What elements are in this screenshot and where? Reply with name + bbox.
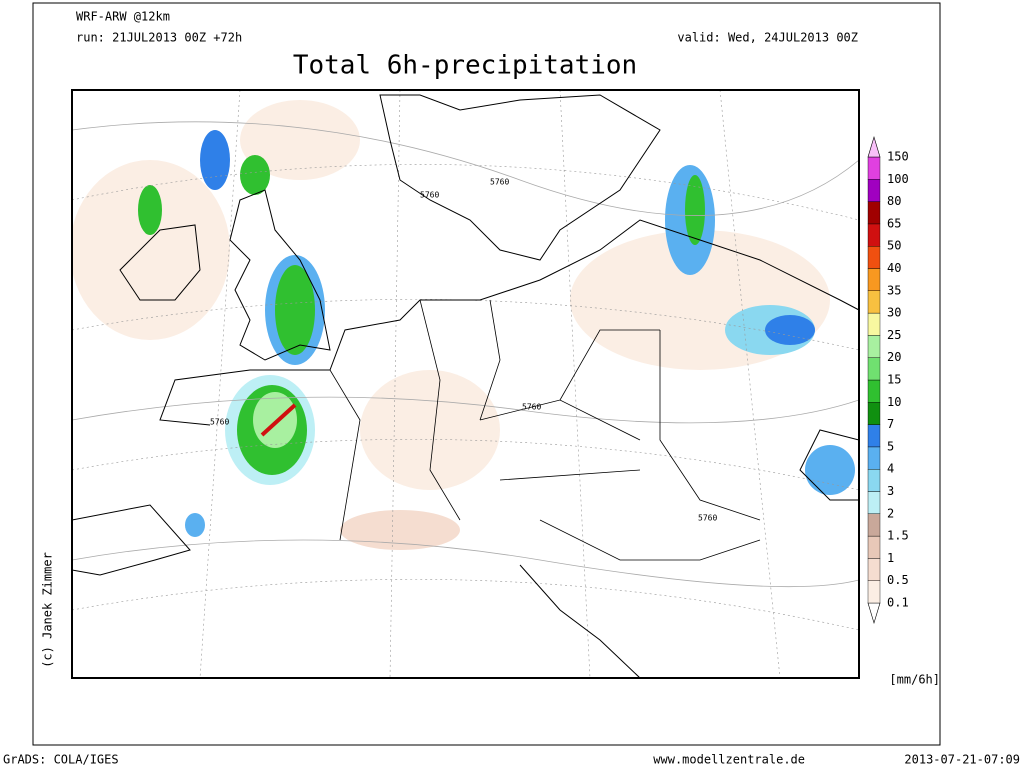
colorbar-cap: [867, 135, 881, 158]
contour-label: 5760: [420, 191, 439, 200]
colorbar-band: [867, 446, 881, 470]
colorbar-label: 20: [887, 350, 901, 364]
colorbar-label: 15: [887, 373, 901, 387]
map-title: Total 6h-precipitation: [293, 51, 637, 81]
colorbar-band: [867, 357, 881, 381]
colorbar-label: 100: [887, 172, 909, 186]
colorbar-band: [867, 379, 881, 403]
colorbar-label: 4: [887, 462, 894, 476]
colorbar-band: [867, 268, 881, 291]
colorbar-label: 50: [887, 239, 901, 253]
colorbar-label: 65: [887, 216, 901, 230]
colorbar: 0.1 0.5 1 1.5 2 3 4 5 7 10 15 20 25 30 35 40 50 65 80 100 15…: [867, 135, 909, 625]
colorbar-label: 150: [887, 150, 909, 164]
website: www.modellzentrale.de: [653, 753, 805, 767]
colorbar-band: [867, 424, 881, 448]
colorbar-label: 0.1: [887, 596, 909, 610]
colorbar-label: 3: [887, 484, 894, 498]
colorbar-label: 40: [887, 261, 901, 275]
colorbar-band: [867, 335, 881, 358]
colorbar-cap: [867, 602, 881, 625]
contour-label: 5760: [522, 403, 541, 412]
colorbar-band: [867, 580, 881, 604]
colorbar-label: 30: [887, 306, 901, 320]
colorbar-band: [867, 223, 881, 247]
colorbar-label: 1: [887, 551, 894, 565]
colorbar-band: [867, 312, 881, 336]
colorbar-label: 80: [887, 194, 901, 208]
map: 5760 5760 5760 5760 5760: [71, 89, 860, 679]
map-border: [71, 89, 860, 679]
timestamp: 2013-07-21-07:09: [904, 753, 1020, 767]
frame: [32, 2, 941, 746]
colorbar-band: [867, 513, 881, 537]
colorbar-band: [867, 156, 881, 180]
precip-field: [72, 100, 855, 550]
copyright: (c) Janek Zimmer: [41, 552, 55, 668]
valid-time: valid: Wed, 24JUL2013 00Z: [677, 31, 858, 45]
colorbar-band: [867, 469, 881, 492]
colorbar-band: [867, 245, 881, 269]
contour-label: 5760: [698, 514, 717, 523]
colorbar-band: [867, 290, 881, 314]
colorbar-band: [867, 201, 881, 225]
colorbar-band: [867, 535, 881, 559]
colorbar-label: 10: [887, 395, 901, 409]
colorbar-label: 25: [887, 328, 901, 342]
colorbar-label: 2: [887, 506, 894, 520]
colorbar-label: 5: [887, 439, 894, 453]
contour-label: 5760: [490, 178, 509, 187]
grads-credit: GrADS: COLA/IGES: [3, 753, 119, 767]
colorbar-band: [867, 491, 881, 514]
contour-label: 5760: [210, 418, 229, 427]
colorbar-band: [867, 179, 881, 202]
colorbar-label: 7: [887, 417, 894, 431]
colorbar-band: [867, 402, 881, 425]
colorbar-band: [867, 558, 881, 581]
colorbar-label: 1.5: [887, 529, 909, 543]
unit-label: [mm/6h]: [889, 673, 940, 687]
run-info: run: 21JUL2013 00Z +72h: [76, 31, 242, 45]
model-name: WRF-ARW @12km: [76, 10, 170, 24]
colorbar-label: 35: [887, 283, 901, 297]
colorbar-label: 0.5: [887, 573, 909, 587]
